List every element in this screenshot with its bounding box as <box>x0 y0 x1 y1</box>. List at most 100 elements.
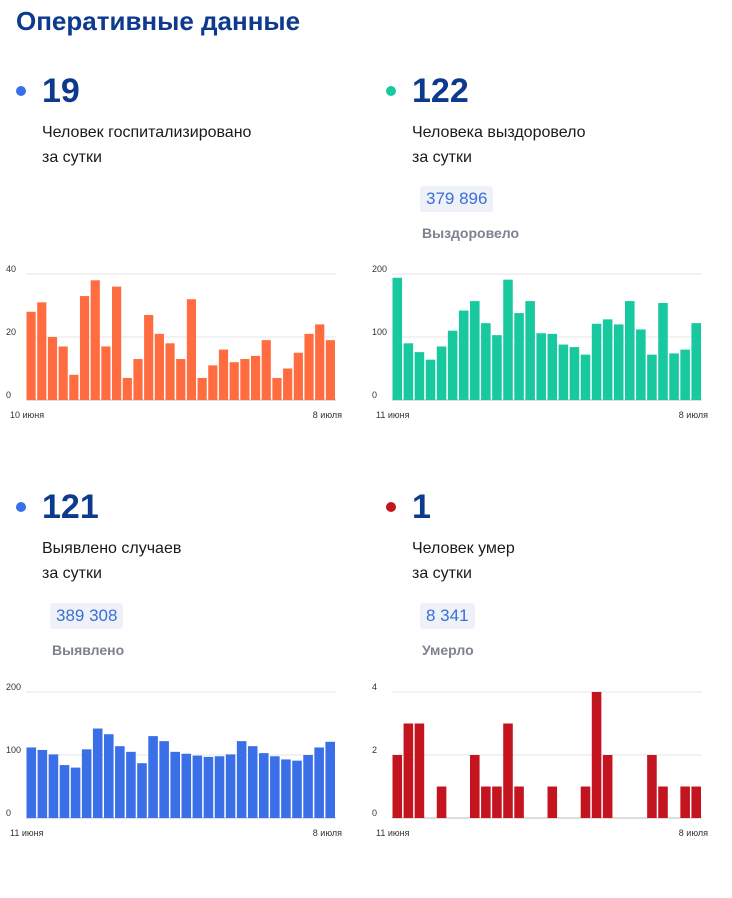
deaths-bar <box>503 723 513 818</box>
hospitalized-bar <box>208 365 218 400</box>
recovered-bar <box>458 310 469 400</box>
cases-y-tick-label: 0 <box>6 808 11 818</box>
cases-bar <box>59 765 70 818</box>
hospitalized-bar <box>325 340 335 400</box>
cases-bar <box>325 741 335 818</box>
cases-desc-line1: Выявлено случаев <box>42 540 182 557</box>
recovered-bar <box>536 333 546 400</box>
cases-bar <box>214 756 225 818</box>
cases-bar <box>126 751 136 818</box>
recovered-bar <box>436 346 447 400</box>
cases-description: Выявлено случаев за сутки <box>42 536 181 586</box>
cases-bar <box>148 736 158 818</box>
recovered-bar <box>392 277 403 400</box>
cases-bar <box>303 755 313 818</box>
cases-bar <box>236 741 247 818</box>
deaths-desc-line1: Человек умер <box>412 540 515 557</box>
recovered-bar <box>481 323 491 400</box>
cases-bar <box>203 756 214 818</box>
cases-bar <box>314 747 324 818</box>
deaths-desc-line2: за сутки <box>412 565 472 582</box>
cases-bar <box>281 759 291 818</box>
hospitalized-bar <box>229 362 239 400</box>
deaths-x-end-label: 8 июля <box>679 828 708 838</box>
recovered-bar <box>691 323 701 400</box>
hospitalized-desc-line1: Человек госпитализировано <box>42 124 252 141</box>
hospitalized-chart: 40 20 0 10 июня 8 июля <box>6 264 342 420</box>
hospitalized-bar <box>47 337 58 400</box>
deaths-bar <box>547 786 558 818</box>
recovered-bar <box>503 279 513 400</box>
recovered-bar <box>647 354 657 400</box>
cases-bar <box>115 746 125 818</box>
cases-total-label: Выявлено <box>52 642 125 658</box>
recovered-y-tick-label: 200 <box>372 264 387 274</box>
cases-bar <box>270 756 280 818</box>
deaths-bar <box>602 755 613 818</box>
deaths-y-tick-label: 2 <box>372 745 377 755</box>
deaths-bar <box>492 786 502 818</box>
hospitalized-bar <box>90 280 100 400</box>
recovered-bar <box>591 323 602 400</box>
cases-bar <box>92 728 103 818</box>
hospitalized-y-tick-label: 40 <box>6 264 16 274</box>
deaths-bar <box>392 755 403 818</box>
hospitalized-bar <box>79 296 90 400</box>
cases-bar <box>192 755 203 818</box>
cases-y-tick-label: 100 <box>6 745 21 755</box>
hospitalized-bar <box>101 346 111 400</box>
hospitalized-bar <box>218 349 229 400</box>
cases-chart: 200 100 0 11 июня 8 июля <box>6 682 342 838</box>
hospitalized-bar <box>186 299 197 400</box>
cases-bar <box>170 751 180 818</box>
cases-bar <box>259 753 269 818</box>
page-title: Оперативные данные <box>16 6 301 36</box>
recovered-x-start-label: 11 июня <box>376 410 410 420</box>
recovered-description: Человека выздоровело за сутки <box>412 120 585 170</box>
cases-bar <box>37 749 48 818</box>
recovered-bar <box>425 359 436 400</box>
hospitalized-bar <box>293 352 303 400</box>
deaths-bar <box>591 692 602 818</box>
deaths-chart: 4 2 0 11 июня 8 июля <box>372 682 708 838</box>
hospitalized-count: 19 <box>42 72 80 110</box>
recovered-bar <box>613 324 624 400</box>
hospitalized-bar <box>122 377 132 400</box>
recovered-bar <box>669 353 679 400</box>
recovered-total-badge: 379 896 <box>420 186 494 212</box>
recovered-x-end-label: 8 июля <box>679 410 708 420</box>
hospitalized-bar <box>272 377 282 400</box>
hospitalized-y-tick-label: 0 <box>6 390 11 400</box>
recovered-bar <box>447 330 458 400</box>
cases-dot <box>16 502 26 512</box>
cases-desc-line2: за сутки <box>42 565 102 582</box>
cases-bar <box>225 754 236 818</box>
cases-x-end-label: 8 июля <box>313 828 342 838</box>
deaths-bar <box>403 723 414 818</box>
hospitalized-bar <box>37 302 47 400</box>
recovered-bar <box>658 302 668 400</box>
recovered-bar <box>580 354 591 400</box>
cases-y-tick-label: 200 <box>6 682 21 692</box>
deaths-y-tick-label: 0 <box>372 808 377 818</box>
recovered-total-label: Выздоровело <box>422 225 520 241</box>
cases-bar <box>70 767 81 818</box>
recovered-bar <box>403 343 414 400</box>
deaths-bar <box>647 755 657 818</box>
recovered-bar <box>558 344 569 400</box>
cases-bar <box>81 749 92 818</box>
hospitalized-x-end-label: 8 июля <box>313 410 342 420</box>
hospitalized-bar <box>283 368 293 400</box>
recovered-chart: 200 100 0 11 июня 8 июля <box>372 264 708 420</box>
hospitalized-bar <box>144 314 154 400</box>
hospitalized-bar <box>112 286 122 400</box>
recovered-bar <box>525 301 535 400</box>
cases-bar <box>159 741 169 818</box>
recovered-bar <box>514 313 524 400</box>
recovered-bar <box>625 301 635 400</box>
recovered-bar <box>492 335 502 400</box>
deaths-bar <box>658 786 668 818</box>
deaths-dot <box>386 502 396 512</box>
cases-bar <box>247 746 258 818</box>
hospitalized-desc-line2: за сутки <box>42 149 102 166</box>
